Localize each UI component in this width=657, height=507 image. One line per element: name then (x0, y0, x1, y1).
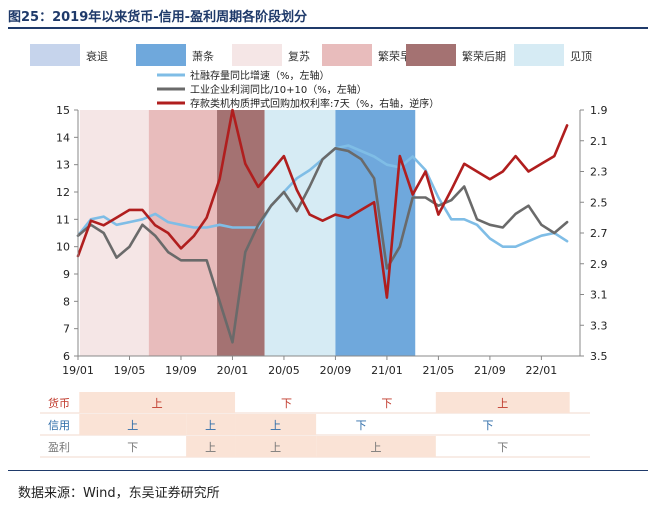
table-cell (316, 436, 436, 457)
table-cell-text: 上 (127, 419, 138, 432)
table-cell-text: 下 (381, 397, 392, 410)
table-row-label: 盈利 (48, 441, 70, 454)
y-tick-left-label: 10 (56, 241, 70, 254)
y-tick-left-label: 13 (56, 159, 70, 172)
y-tick-right-label: 2.5 (590, 196, 608, 209)
y-tick-right-label: 2.9 (590, 258, 608, 271)
y-tick-right-label: 2.7 (590, 227, 608, 240)
y-tick-left-label: 15 (56, 104, 70, 117)
table-cell-text: 下 (497, 441, 508, 454)
source-rule (8, 470, 648, 471)
phase-band (264, 110, 336, 356)
table-cell (186, 414, 236, 435)
y-tick-left-label: 12 (56, 186, 70, 199)
phase-legend-swatch (322, 44, 372, 66)
table-cell-text: 上 (370, 441, 381, 454)
x-tick-label: 20/01 (217, 364, 249, 377)
phase-chart: 衰退 萧条 复苏 繁荣早期 繁荣后期 见顶社融存量同比增速（%，左轴）工业企业利润同比/1… (30, 44, 608, 458)
table-cell (235, 414, 317, 435)
x-tick-label: 21/01 (371, 364, 403, 377)
y-tick-left-label: 6 (63, 350, 70, 363)
table-row-label: 货币 (48, 396, 70, 410)
table-cell-text: 上 (205, 441, 216, 454)
table-cell (435, 392, 570, 413)
y-tick-right-label: 1.9 (590, 104, 608, 117)
figure-title: 图25：2019年以来货币-信用-盈利周期各阶段划分 (8, 10, 308, 25)
phase-legend-label: 复苏 (288, 49, 310, 63)
table-row-label: 信用 (48, 419, 70, 432)
y-tick-left-label: 8 (63, 295, 70, 308)
phase-legend-label: 萧条 (192, 49, 214, 63)
table-cell (186, 436, 236, 457)
x-tick-label: 19/09 (165, 364, 197, 377)
y-tick-right-label: 3.3 (590, 319, 608, 332)
series-line-2 (76, 147, 569, 344)
table-cell (79, 414, 187, 435)
series-legend-label: 工业企业利润同比/10+10（%，左轴） (190, 83, 367, 96)
x-tick-label: 21/05 (423, 364, 455, 377)
phase-legend-label: 见顶 (570, 50, 592, 63)
table-cell-text: 上 (205, 419, 216, 432)
table-cell (79, 392, 236, 413)
x-tick-label: 21/09 (474, 364, 506, 377)
y-tick-right-label: 3.5 (590, 350, 608, 363)
phase-legend-swatch (514, 44, 564, 66)
y-tick-right-label: 2.1 (590, 135, 608, 148)
table-cell-text: 下 (281, 397, 292, 410)
phase-legend-label: 衰退 (86, 49, 108, 63)
series-line-3 (76, 108, 569, 299)
y-tick-left-label: 11 (56, 213, 70, 226)
x-tick-label: 20/05 (268, 364, 300, 377)
table-cell-text: 下 (356, 419, 367, 432)
x-tick-label: 22/01 (526, 364, 558, 377)
phase-band (148, 110, 218, 356)
table-cell-text: 下 (482, 419, 493, 432)
series-legend-label: 存款类机构质押式回购加权利率:7天（%，右轴，逆序） (190, 97, 439, 110)
series-legend-label: 社融存量同比增速（%，左轴） (190, 69, 330, 82)
table-cell-text: 上 (497, 397, 508, 410)
phase-legend-swatch (136, 44, 186, 66)
source-note: 数据来源：Wind，东吴证券研究所 (18, 486, 220, 501)
y-tick-left-label: 9 (63, 268, 70, 281)
title-rule (8, 27, 648, 29)
phase-legend-swatch (30, 44, 80, 66)
y-tick-left-label: 7 (63, 323, 70, 336)
y-tick-left-label: 14 (56, 131, 70, 144)
phase-legend-label: 繁荣后期 (462, 49, 506, 63)
x-tick-label: 20/09 (320, 364, 352, 377)
table-cell-text: 上 (270, 419, 281, 432)
phase-legend-swatch (232, 44, 282, 66)
x-tick-label: 19/01 (62, 364, 94, 377)
table-cell (235, 436, 317, 457)
x-tick-label: 19/05 (114, 364, 146, 377)
y-tick-right-label: 2.3 (590, 166, 608, 179)
table-cell-text: 下 (127, 441, 138, 454)
phase-legend-swatch (406, 44, 456, 66)
table-cell-text: 上 (270, 441, 281, 454)
table-cell-text: 上 (152, 397, 163, 410)
y-tick-right-label: 3.1 (590, 289, 608, 302)
